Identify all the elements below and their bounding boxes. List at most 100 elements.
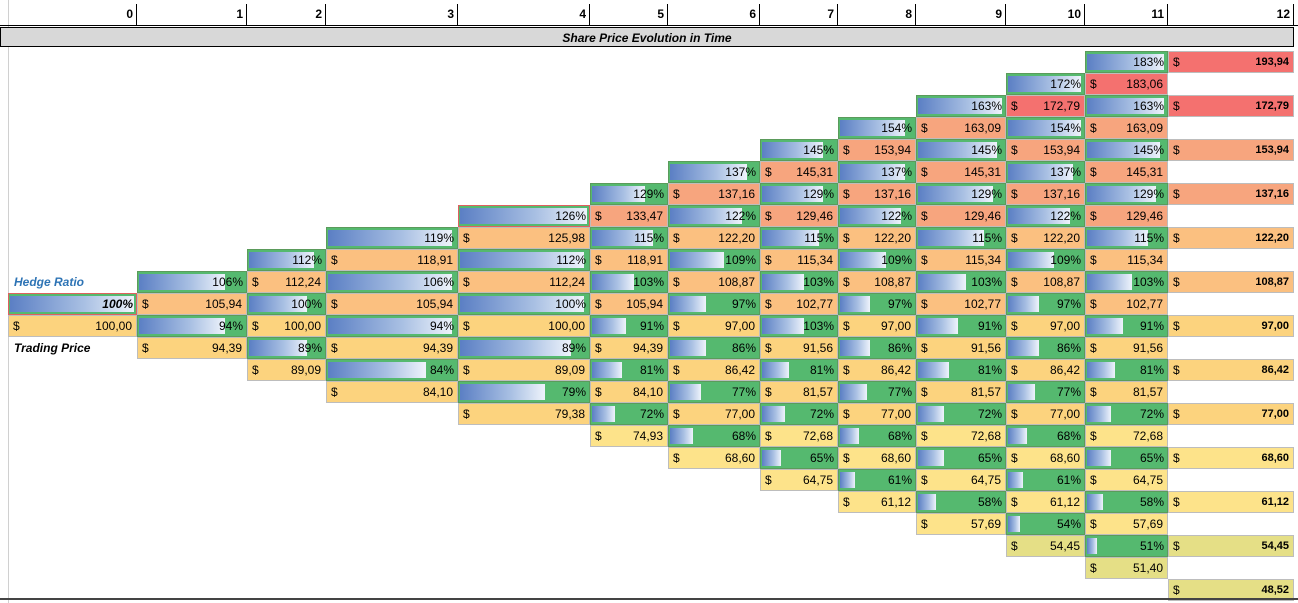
hedge-ratio-cell[interactable]: 54% <box>1006 513 1085 535</box>
hedge-ratio-cell[interactable]: 100% <box>458 293 590 315</box>
hedge-ratio-cell[interactable]: 137% <box>668 161 760 183</box>
share-price-cell[interactable]: $61,12 <box>838 491 916 513</box>
share-price-cell[interactable]: $100,00 <box>8 315 137 337</box>
hedge-ratio-cell[interactable]: 122% <box>668 205 760 227</box>
hedge-ratio-cell[interactable]: 86% <box>838 337 916 359</box>
share-price-cell[interactable]: $94,39 <box>326 337 458 359</box>
share-price-cell[interactable]: $68,60 <box>1006 447 1085 469</box>
hedge-ratio-cell[interactable]: 103% <box>760 315 838 337</box>
hedge-ratio-cell[interactable]: 183% <box>1085 51 1168 73</box>
hedge-ratio-cell[interactable]: 61% <box>1006 469 1085 491</box>
share-price-cell[interactable]: $81,57 <box>760 381 838 403</box>
share-price-cell[interactable]: $129,46 <box>760 205 838 227</box>
hedge-ratio-cell[interactable]: 103% <box>916 271 1006 293</box>
hedge-ratio-cell[interactable]: 91% <box>590 315 668 337</box>
hedge-ratio-cell[interactable]: 112% <box>247 249 326 271</box>
share-price-cell[interactable]: $72,68 <box>916 425 1006 447</box>
column-header-5[interactable]: 5 <box>590 4 668 25</box>
column-header-10[interactable]: 10 <box>1006 4 1085 25</box>
share-price-cell[interactable]: $108,87 <box>838 271 916 293</box>
hedge-ratio-cell[interactable]: 65% <box>1085 447 1168 469</box>
share-price-cell[interactable]: $122,20 <box>838 227 916 249</box>
hedge-ratio-cell[interactable]: 103% <box>1085 271 1168 293</box>
share-price-cell[interactable]: $105,94 <box>326 293 458 315</box>
hedge-ratio-cell[interactable]: 115% <box>916 227 1006 249</box>
share-price-cell[interactable]: $89,09 <box>458 359 590 381</box>
hedge-ratio-cell[interactable]: 89% <box>247 337 326 359</box>
hedge-ratio-cell[interactable]: 72% <box>916 403 1006 425</box>
hedge-ratio-cell[interactable]: 103% <box>760 271 838 293</box>
hedge-ratio-cell[interactable]: 109% <box>1006 249 1085 271</box>
column-header-0[interactable]: 0 <box>8 4 137 25</box>
share-price-cell[interactable]: $125,98 <box>458 227 590 249</box>
hedge-ratio-cell[interactable]: 94% <box>326 315 458 337</box>
share-price-cell[interactable]: $137,16 <box>668 183 760 205</box>
share-price-cell[interactable]: $91,56 <box>760 337 838 359</box>
share-price-cell[interactable]: $48,52 <box>1168 579 1294 601</box>
share-price-cell[interactable]: $68,60 <box>838 447 916 469</box>
hedge-ratio-cell[interactable]: 163% <box>916 95 1006 117</box>
column-header-1[interactable]: 1 <box>137 4 247 25</box>
share-price-cell[interactable]: $145,31 <box>760 161 838 183</box>
hedge-ratio-cell[interactable]: 119% <box>326 227 458 249</box>
hedge-ratio-cell[interactable]: 100% <box>8 293 137 315</box>
share-price-cell[interactable]: $115,34 <box>1085 249 1168 271</box>
share-price-cell[interactable]: $72,68 <box>1085 425 1168 447</box>
share-price-cell[interactable]: $108,87 <box>668 271 760 293</box>
hedge-ratio-cell[interactable]: 122% <box>838 205 916 227</box>
hedge-ratio-cell[interactable]: 137% <box>1006 161 1085 183</box>
share-price-cell[interactable]: $97,00 <box>668 315 760 337</box>
hedge-ratio-cell[interactable]: 115% <box>760 227 838 249</box>
share-price-cell[interactable]: $118,91 <box>326 249 458 271</box>
share-price-cell[interactable]: $145,31 <box>916 161 1006 183</box>
share-price-cell[interactable]: $77,00 <box>838 403 916 425</box>
column-header-2[interactable]: 2 <box>247 4 326 25</box>
share-price-cell[interactable]: $115,34 <box>916 249 1006 271</box>
share-price-cell[interactable]: $81,57 <box>1085 381 1168 403</box>
share-price-cell[interactable]: $94,39 <box>137 337 247 359</box>
hedge-ratio-cell[interactable]: 72% <box>590 403 668 425</box>
share-price-cell[interactable]: $77,00 <box>1168 403 1294 425</box>
hedge-ratio-cell[interactable]: 77% <box>838 381 916 403</box>
hedge-ratio-cell[interactable]: 106% <box>326 271 458 293</box>
share-price-cell[interactable]: $89,09 <box>247 359 326 381</box>
hedge-ratio-cell[interactable]: 58% <box>916 491 1006 513</box>
column-header-7[interactable]: 7 <box>760 4 838 25</box>
hedge-ratio-cell[interactable]: 79% <box>458 381 590 403</box>
share-price-cell[interactable]: $94,39 <box>590 337 668 359</box>
hedge-ratio-cell[interactable]: 94% <box>137 315 247 337</box>
hedge-ratio-cell[interactable]: 77% <box>668 381 760 403</box>
hedge-ratio-cell[interactable]: 91% <box>1085 315 1168 337</box>
share-price-cell[interactable]: $115,34 <box>760 249 838 271</box>
hedge-ratio-cell[interactable]: 81% <box>1085 359 1168 381</box>
hedge-ratio-cell[interactable]: 81% <box>760 359 838 381</box>
share-price-cell[interactable]: $97,00 <box>838 315 916 337</box>
share-price-cell[interactable]: $54,45 <box>1006 535 1085 557</box>
share-price-cell[interactable]: $122,20 <box>1168 227 1294 249</box>
hedge-ratio-cell[interactable]: 97% <box>668 293 760 315</box>
share-price-cell[interactable]: $86,42 <box>1006 359 1085 381</box>
share-price-cell[interactable]: $153,94 <box>1006 139 1085 161</box>
hedge-ratio-cell[interactable]: 65% <box>760 447 838 469</box>
hedge-ratio-cell[interactable]: 86% <box>668 337 760 359</box>
share-price-cell[interactable]: $102,77 <box>916 293 1006 315</box>
hedge-ratio-cell[interactable]: 109% <box>838 249 916 271</box>
share-price-cell[interactable]: $172,79 <box>1006 95 1085 117</box>
hedge-ratio-cell[interactable]: 58% <box>1085 491 1168 513</box>
share-price-cell[interactable]: $183,06 <box>1085 73 1168 95</box>
share-price-cell[interactable]: $129,46 <box>916 205 1006 227</box>
hedge-ratio-cell[interactable]: 97% <box>838 293 916 315</box>
share-price-cell[interactable]: $61,12 <box>1168 491 1294 513</box>
hedge-ratio-cell[interactable]: 129% <box>916 183 1006 205</box>
hedge-ratio-cell[interactable]: 72% <box>1085 403 1168 425</box>
share-price-cell[interactable]: $51,40 <box>1085 557 1168 579</box>
hedge-ratio-cell[interactable]: 109% <box>668 249 760 271</box>
share-price-cell[interactable]: $129,46 <box>1085 205 1168 227</box>
hedge-ratio-cell[interactable]: 81% <box>590 359 668 381</box>
share-price-cell[interactable]: $137,16 <box>1168 183 1294 205</box>
hedge-ratio-cell[interactable]: 163% <box>1085 95 1168 117</box>
share-price-cell[interactable]: $163,09 <box>1085 117 1168 139</box>
share-price-cell[interactable]: $86,42 <box>838 359 916 381</box>
hedge-ratio-cell[interactable]: 81% <box>916 359 1006 381</box>
hedge-ratio-cell[interactable]: 84% <box>326 359 458 381</box>
